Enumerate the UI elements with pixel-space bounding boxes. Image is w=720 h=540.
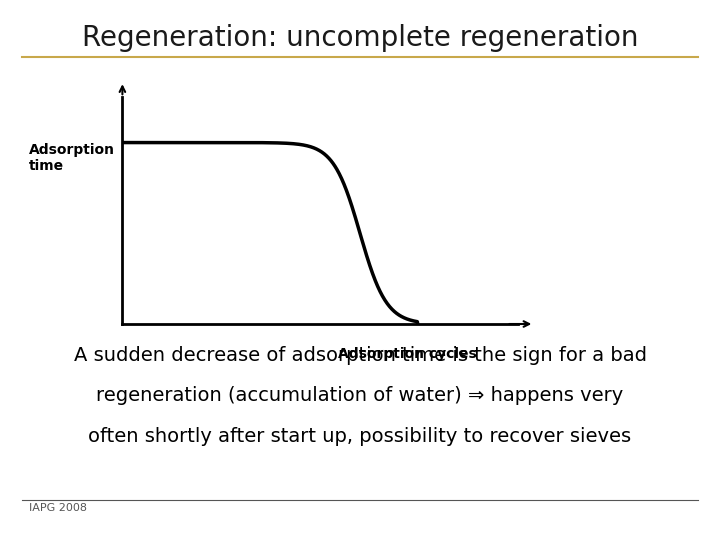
Text: regeneration (accumulation of water) ⇒ happens very: regeneration (accumulation of water) ⇒ h… <box>96 386 624 405</box>
Text: Adsorption cycles: Adsorption cycles <box>338 347 477 361</box>
Text: often shortly after start up, possibility to recover sieves: often shortly after start up, possibilit… <box>89 427 631 446</box>
Text: IAPG 2008: IAPG 2008 <box>29 503 87 514</box>
Text: Regeneration: uncomplete regeneration: Regeneration: uncomplete regeneration <box>82 24 638 52</box>
Text: A sudden decrease of adsorption time is the sign for a bad: A sudden decrease of adsorption time is … <box>73 346 647 365</box>
Text: Adsorption
time: Adsorption time <box>30 143 115 173</box>
